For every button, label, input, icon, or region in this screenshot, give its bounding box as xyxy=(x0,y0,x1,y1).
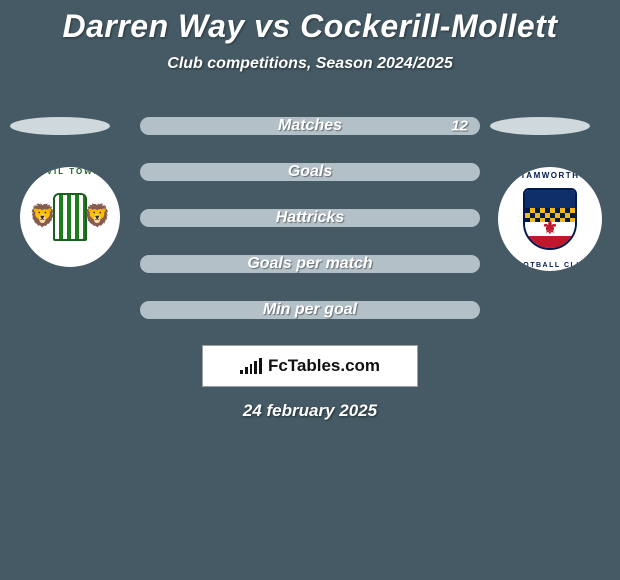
left-player-marker xyxy=(10,117,110,135)
stat-label: Goals per match xyxy=(247,255,372,273)
shield-stripes-icon xyxy=(53,193,87,241)
source-brand-text: FcTables.com xyxy=(268,356,380,376)
stat-pill-goals_per_match: Goals per match xyxy=(140,255,480,273)
stat-label: Goals xyxy=(288,163,332,181)
left-club-name-arc: OVIL TOWN xyxy=(20,167,120,176)
right-club-crest: TAMWORTH ⚜ FOOTBALL CLUB xyxy=(498,167,602,271)
shield-icon: ⚜ xyxy=(523,188,577,250)
stat-pill-min_per_goal: Min per goal xyxy=(140,301,480,319)
stat-label: Hattricks xyxy=(276,209,344,227)
stat-pill-goals: Goals xyxy=(140,163,480,181)
right-player-marker xyxy=(490,117,590,135)
stat-pill-matches: Matches 12 xyxy=(140,117,480,135)
fleur-icon: ⚜ xyxy=(542,217,558,238)
stat-label: Matches xyxy=(278,117,342,135)
right-club-name-arc: TAMWORTH xyxy=(498,171,602,180)
left-club-crest: OVIL TOWN 🦁 🦁 xyxy=(20,167,120,267)
stat-pill-list: Matches 12 Goals Hattricks Goals per match Mi… xyxy=(140,117,480,319)
stat-pill-hattricks: Hattricks xyxy=(140,209,480,227)
comparison-title: Darren Way vs Cockerill-Mollett xyxy=(0,0,620,45)
right-club-name-arc-bottom: FOOTBALL CLUB xyxy=(498,262,602,269)
stat-label: Min per goal xyxy=(263,301,357,319)
stat-value-right: 12 xyxy=(451,118,468,135)
comparison-stage: OVIL TOWN 🦁 🦁 TAMWORTH ⚜ FOOTBALL CLUB M… xyxy=(0,117,620,327)
snapshot-date: 24 february 2025 xyxy=(0,401,620,421)
bar-chart-icon xyxy=(240,358,262,374)
source-brand-card: FcTables.com xyxy=(202,345,418,387)
comparison-subtitle: Club competitions, Season 2024/2025 xyxy=(0,55,620,73)
lion-icon: 🦁 xyxy=(84,203,111,229)
